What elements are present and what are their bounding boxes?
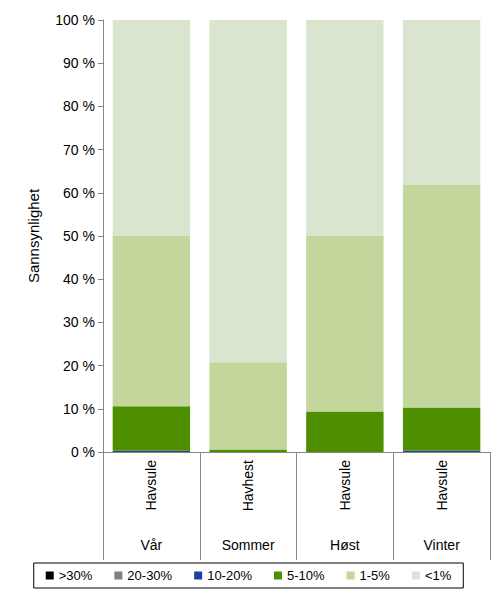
svg-text:50 %: 50 % (63, 228, 95, 244)
svg-text:Vinter: Vinter (423, 537, 460, 553)
svg-text:Vår: Vår (140, 537, 162, 553)
svg-text:Havsule: Havsule (143, 460, 159, 511)
svg-text:20-30%: 20-30% (127, 568, 172, 583)
svg-text:0 %: 0 % (71, 444, 95, 460)
svg-text:5-10%: 5-10% (287, 568, 325, 583)
svg-text:80 %: 80 % (63, 98, 95, 114)
svg-text:30 %: 30 % (63, 314, 95, 330)
svg-text:Sannsynlighet: Sannsynlighet (25, 188, 42, 283)
svg-text:Høst: Høst (330, 537, 360, 553)
svg-text:70 %: 70 % (63, 142, 95, 158)
svg-text:90 %: 90 % (63, 55, 95, 71)
svg-text:Havsule: Havsule (337, 460, 353, 511)
svg-text:1-5%: 1-5% (360, 568, 391, 583)
svg-text:<1%: <1% (425, 568, 452, 583)
svg-text:Sommer: Sommer (222, 537, 275, 553)
svg-text:Havsule: Havsule (434, 460, 450, 511)
svg-text:20 %: 20 % (63, 358, 95, 374)
svg-text:10 %: 10 % (63, 401, 95, 417)
svg-text:Havhest: Havhest (240, 460, 256, 511)
svg-text:60 %: 60 % (63, 185, 95, 201)
svg-text:10-20%: 10-20% (207, 568, 252, 583)
svg-text:100 %: 100 % (55, 12, 95, 28)
svg-text:40 %: 40 % (63, 271, 95, 287)
svg-text:>30%: >30% (59, 568, 93, 583)
